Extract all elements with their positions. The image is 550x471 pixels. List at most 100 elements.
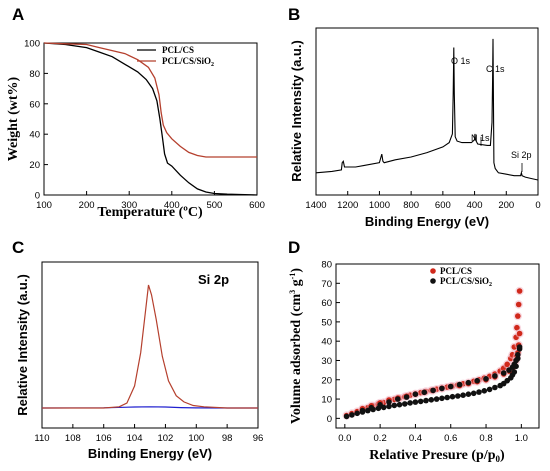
- bet-point: [377, 402, 383, 408]
- tga-x-tick-label: 200: [79, 200, 95, 211]
- bet-point: [516, 330, 523, 337]
- bet-point: [428, 397, 435, 403]
- bet-points: [342, 286, 524, 420]
- bet-point: [412, 399, 419, 405]
- legend-label-pcl-cs-sio2-main: PCL/CS/SiO: [162, 56, 211, 66]
- panel-label-a: A: [12, 5, 24, 24]
- annotation-n1s: N 1s: [471, 133, 490, 143]
- bet-y-tick-label: 20: [321, 375, 332, 386]
- bet-point: [444, 394, 451, 401]
- xps-survey-x-axis-label: Binding Energy (eV): [365, 214, 489, 229]
- bet-point: [515, 313, 521, 319]
- bet-x-axis-label-sub: 0: [496, 454, 501, 464]
- bet-y-tick-label: 70: [321, 279, 332, 290]
- bet-point: [514, 324, 520, 331]
- bet-y-axis-label-mid: g: [289, 279, 304, 290]
- bet-point: [460, 392, 466, 399]
- bet-point: [492, 373, 498, 379]
- tga-y-tick-label: 0: [35, 191, 40, 202]
- xps-survey-x-tick-label: 1200: [337, 200, 358, 211]
- bet-point: [455, 393, 461, 399]
- bet-point: [423, 397, 429, 404]
- tga-x-tick-label: 600: [249, 200, 265, 211]
- tga-series-pcl-cs-line: [43, 42, 258, 196]
- bet-point: [486, 386, 493, 393]
- bet-y-tick-label: 10: [321, 395, 332, 406]
- bet-point: [476, 389, 482, 395]
- bet-point: [516, 288, 523, 294]
- xps-survey-x-tick-label: 200: [498, 200, 514, 211]
- legend-label-bet-pcl-cs-sio2-main: PCL/CS/SiO: [440, 276, 489, 286]
- xps-survey-chart: 1400 1200 1000 800 600 400 200 0 O 1s C 1s N 1s…: [289, 27, 541, 229]
- bet-point: [386, 403, 392, 410]
- bet-point: [481, 388, 488, 394]
- bet-point: [474, 377, 481, 384]
- legend-label-bet-pcl-cs-sio2-sub: 2: [489, 282, 492, 288]
- xps-survey-plot-frame: [315, 27, 539, 196]
- bet-x-tick-label: 0.6: [444, 433, 457, 444]
- bet-x-tick-label: 1.0: [515, 433, 528, 444]
- bet-x-axis-label-end: ): [500, 448, 505, 463]
- xps-survey-lines: [315, 38, 539, 181]
- bet-y-tick-label: 50: [321, 317, 332, 328]
- legend-swatch-bet-pcl-cs-sio2: [430, 278, 436, 284]
- bet-x-axis-label-main: Relative Presure (p/p: [369, 448, 495, 463]
- bet-point: [343, 413, 350, 420]
- xps-survey-x-tick-label: 600: [435, 200, 451, 211]
- bet-point: [433, 396, 440, 402]
- legend-label-pcl-cs-sio2: PCL/CS/SiO2: [162, 56, 214, 68]
- bet-point: [465, 391, 472, 398]
- bet-point: [359, 407, 366, 414]
- si2p-x-tick-label: 110: [34, 433, 49, 444]
- legend-label-pcl-cs: PCL/CS: [162, 45, 194, 55]
- si2p-lines: [41, 284, 258, 409]
- xps-survey-ticks: 1400 1200 1000 800 600 400 200 0: [305, 191, 541, 211]
- bet-point: [421, 389, 428, 396]
- panel-label-b: B: [288, 5, 300, 24]
- tga-x-tick-label: 400: [164, 200, 180, 211]
- bet-point: [417, 398, 424, 405]
- bet-point: [402, 401, 408, 407]
- bet-point: [439, 385, 445, 392]
- si2p-plot-frame: [41, 261, 259, 429]
- bet-point: [500, 370, 507, 376]
- tga-chart: 100 200 300 400 500 600 0 20 40 60 80 100 PCL/CS PC…: [6, 39, 265, 221]
- bet-point: [511, 369, 518, 375]
- bet-y-tick-label: 80: [321, 260, 332, 271]
- bet-y-tick-label: 30: [321, 356, 332, 367]
- tga-series-pcl-cs-sio2-line: [43, 42, 257, 158]
- bet-point: [449, 393, 456, 400]
- xps-survey-spectrum-line: [315, 38, 539, 181]
- bet-point: [515, 351, 521, 358]
- bet-point: [439, 395, 445, 402]
- bet-point: [506, 367, 512, 373]
- bet-y-axis-label-end: ): [289, 268, 304, 273]
- tga-lines: [43, 42, 258, 196]
- panel-label-c: C: [12, 238, 24, 257]
- si2p-x-axis-label: Binding Energy (eV): [88, 446, 212, 461]
- xps-survey-y-axis-label: Relative Intensity (a.u.): [289, 40, 304, 182]
- bet-point: [368, 404, 375, 411]
- legend-swatch-bet-pcl-cs: [430, 268, 436, 274]
- bet-x-tick-label: 0.0: [338, 433, 351, 444]
- bet-point: [395, 396, 401, 402]
- si2p-x-tick-label: 102: [157, 433, 173, 444]
- tga-y-tick-label: 20: [29, 160, 40, 171]
- bet-y-axis-label-main: Volume adsorbed (cm: [289, 294, 304, 424]
- tga-x-tick-label: 100: [36, 200, 52, 211]
- bet-point: [354, 410, 361, 417]
- si2p-x-tick-label: 100: [188, 433, 204, 444]
- si2p-ticks: 110 108 106 104 102 100 98 96: [34, 424, 263, 444]
- bet-point: [515, 301, 522, 308]
- legend-label-bet-pcl-cs: PCL/CS: [440, 266, 472, 276]
- bet-x-tick-label: 0.8: [479, 433, 492, 444]
- bet-ticks: 0.0 0.2 0.4 0.6 0.8 1.0 0 10 20 30 40 50 60 70 80: [321, 260, 528, 445]
- bet-y-axis-label-sup1: 3: [288, 290, 297, 294]
- tga-y-tick-label: 40: [29, 130, 40, 141]
- bet-plot-frame: [335, 263, 540, 429]
- bet-point: [456, 381, 463, 388]
- bet-point: [412, 391, 419, 398]
- panel-label-d: D: [288, 238, 300, 257]
